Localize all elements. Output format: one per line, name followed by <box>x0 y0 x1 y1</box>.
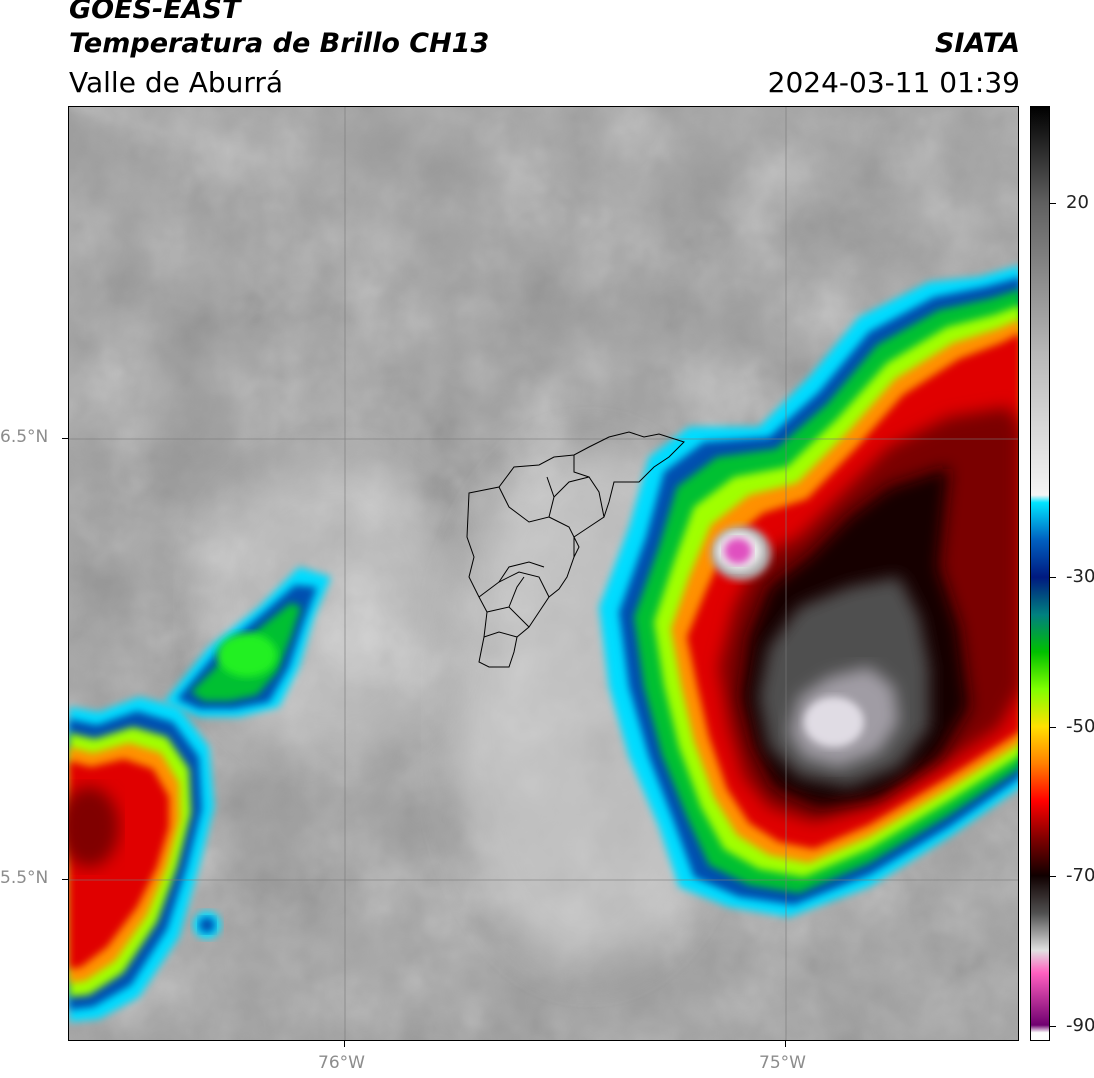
satellite-title: GOES-EAST <box>69 0 241 25</box>
temperature-colorbar <box>1030 106 1050 1041</box>
lat-label-5-5: 5.5°N <box>0 868 49 888</box>
map-canvas <box>69 107 1018 1040</box>
lon-label-75: 75°W <box>759 1053 806 1073</box>
colorbar-tick-mark <box>1050 1026 1056 1028</box>
lat-tick-5-5 <box>62 879 68 880</box>
colorbar-tick-label: -50 <box>1066 715 1094 737</box>
colorbar-tick-label: 20 <box>1066 192 1089 214</box>
colorbar-tick-label: -70 <box>1066 865 1094 887</box>
lat-tick-6-5 <box>62 438 68 439</box>
lon-label-76: 76°W <box>318 1053 365 1073</box>
colorbar-tick-mark <box>1050 577 1056 579</box>
timestamp-label: 2024-03-11 01:39 <box>767 66 1020 99</box>
gridlines <box>69 107 1018 1040</box>
colorbar-tick-mark <box>1050 876 1056 878</box>
brightness-temperature-map <box>68 106 1019 1041</box>
municipal-boundaries <box>466 431 685 668</box>
lon-tick-75 <box>785 1041 786 1047</box>
east-storm-system <box>599 265 1018 917</box>
agency-label: SIATA <box>934 28 1020 59</box>
colorbar-tick-label: -30 <box>1066 566 1094 588</box>
product-title: Temperatura de Brillo CH13 <box>69 28 490 59</box>
lat-label-6-5: 6.5°N <box>0 427 49 447</box>
colorbar-tick-mark <box>1050 726 1056 728</box>
lon-tick-76 <box>344 1041 345 1047</box>
region-subtitle: Valle de Aburrá <box>69 66 284 99</box>
west-storm-system <box>69 567 331 1022</box>
colorbar-tick-mark <box>1050 203 1056 205</box>
colorbar-tick-label: -90 <box>1066 1015 1094 1037</box>
